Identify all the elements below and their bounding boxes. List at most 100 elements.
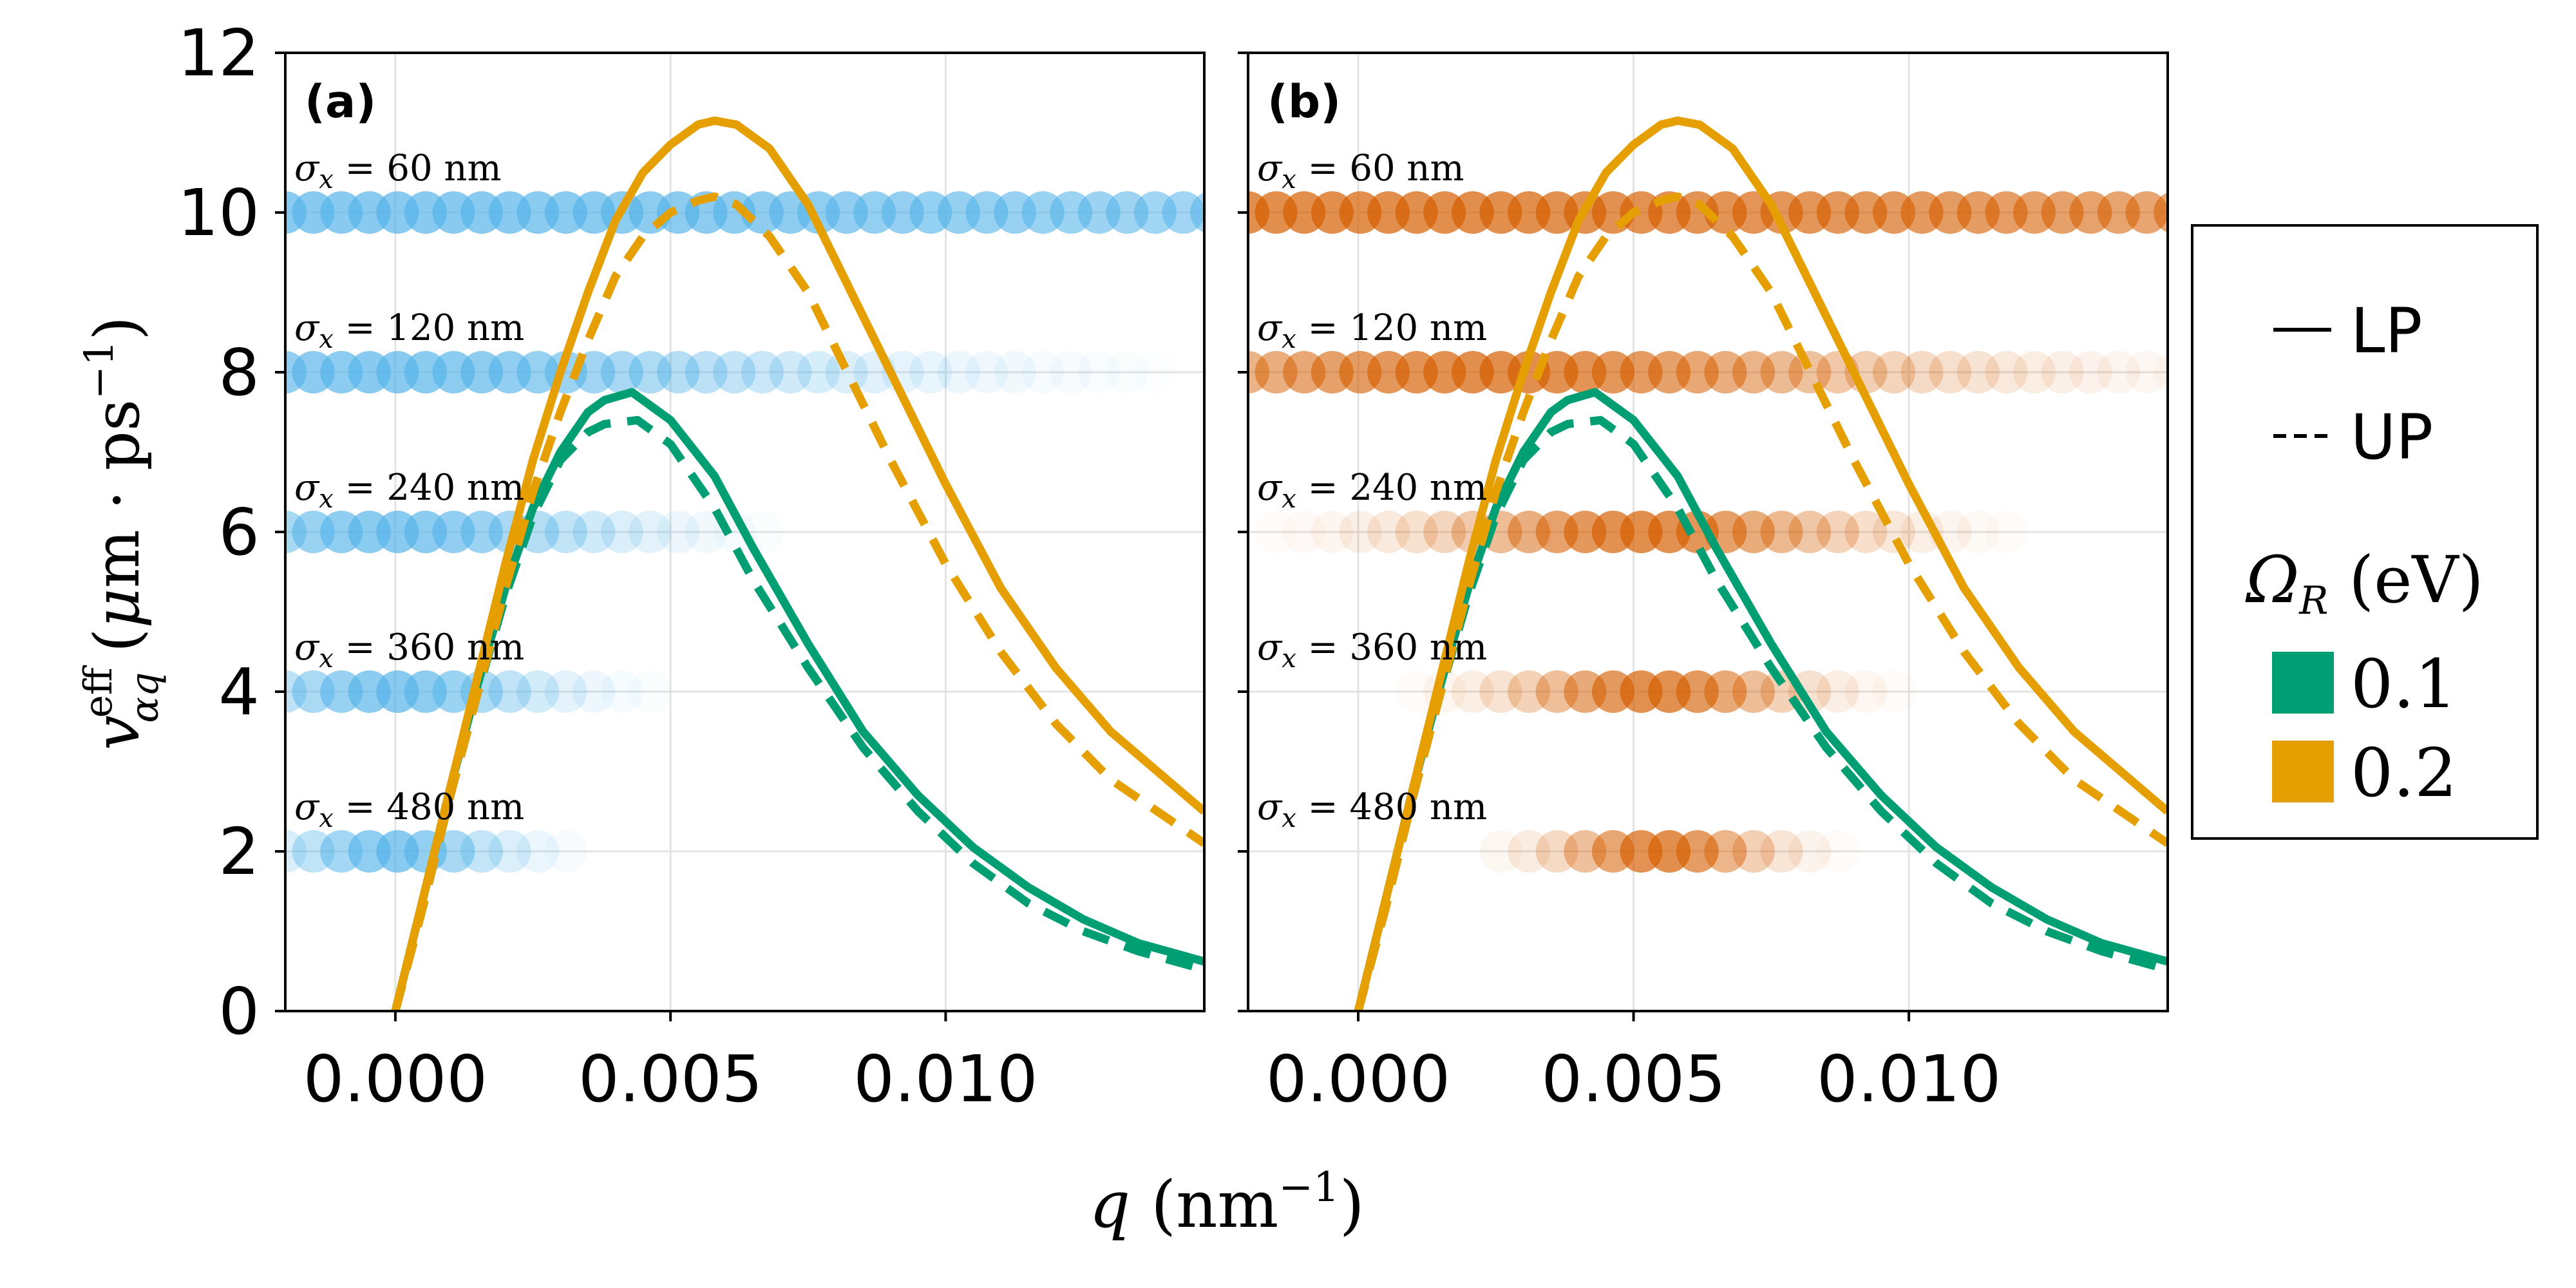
wavepacket-marker xyxy=(1788,830,1832,873)
wavepacket-marker xyxy=(797,351,840,393)
wavepacket-marker xyxy=(657,351,700,393)
wavepacket-marker xyxy=(1704,670,1747,713)
sigma-label: σx = 360 nm xyxy=(294,627,524,674)
wavepacket-marker xyxy=(2154,351,2196,393)
wavepacket-marker xyxy=(573,511,616,553)
wavepacket-marker xyxy=(2154,192,2168,233)
wavepacket-marker xyxy=(1395,511,1438,553)
y-tick-label: 8 xyxy=(218,335,260,410)
wavepacket-marker xyxy=(488,670,531,713)
y-tick-label: 4 xyxy=(218,654,260,730)
wavepacket-marker xyxy=(685,351,728,393)
legend-swatch-0_1 xyxy=(2272,652,2334,714)
curve-up-0_2 xyxy=(391,192,1204,1011)
wavepacket-marker xyxy=(1929,351,1972,393)
wavepacket-marker xyxy=(544,830,587,873)
sigma-label: σx = 120 nm xyxy=(1257,307,1487,354)
wavepacket-marker xyxy=(2041,351,2084,393)
sigma-label: σx = 240 nm xyxy=(1257,467,1487,514)
wavepacket-marker xyxy=(1050,351,1093,393)
wavepacket-marker xyxy=(1508,670,1551,713)
wavepacket-marker xyxy=(769,351,812,393)
wavepacket-marker xyxy=(1732,511,1775,553)
wavepacket-marker xyxy=(937,351,980,393)
wavepacket-marker xyxy=(1900,351,1944,393)
panel-a: σx = 60 nm σx = 120 nm σx = 240 nm σx = 360… xyxy=(178,15,1206,1117)
wavepacket-marker xyxy=(1190,192,1204,233)
wavepacket-marker xyxy=(460,830,504,873)
plot-area xyxy=(1248,116,2196,1011)
wavepacket-marker xyxy=(909,351,952,393)
curve-lp-0_2 xyxy=(1354,116,2168,1011)
legend-swatch-0_2 xyxy=(2272,741,2334,802)
curve-lp-0_2 xyxy=(391,116,1204,1011)
wavepacket-marker xyxy=(2097,351,2140,393)
wavepacket-marker xyxy=(713,351,756,393)
wavepacket-marker xyxy=(1760,351,1803,393)
wavepacket-marker xyxy=(2013,351,2056,393)
panel-label: (a) xyxy=(305,75,376,128)
wavepacket-marker xyxy=(1816,670,1859,713)
sigma-label: σx = 360 nm xyxy=(1257,627,1487,674)
wavepacket-marker xyxy=(544,670,587,713)
x-tick-label: 0.005 xyxy=(578,1041,762,1117)
wavepacket-marker xyxy=(1367,511,1410,553)
wavepacket-marker xyxy=(516,830,560,873)
wavepacket-marker xyxy=(1816,511,1859,553)
wavepacket-marker xyxy=(741,351,784,393)
wavepacket-marker xyxy=(1732,670,1775,713)
sigma-label: σx = 60 nm xyxy=(1257,147,1464,194)
axis-labels: q (nm−1) veffαq (μm · ps−1) xyxy=(75,316,1365,1242)
wavepacket-marker xyxy=(516,670,560,713)
wavepacket-marker xyxy=(1676,830,1719,873)
wavepacket-marker xyxy=(573,670,616,713)
wavepacket-marker xyxy=(600,670,643,713)
curve-up-0_2 xyxy=(1354,192,2168,1011)
wavepacket-marker xyxy=(994,351,1037,393)
wavepacket-marker xyxy=(629,511,672,553)
panel-label: (b) xyxy=(1267,75,1341,128)
wavepacket-marker xyxy=(629,670,672,713)
wavepacket-marker xyxy=(1423,511,1466,553)
wavepacket-marker xyxy=(1704,351,1747,393)
panel-b: σx = 60 nm σx = 120 nm σx = 240 nm σx = 360… xyxy=(1238,52,2196,1117)
sigma-label: σx = 480 nm xyxy=(294,786,524,833)
wavepacket-marker xyxy=(1134,351,1177,393)
x-tick-label: 0.000 xyxy=(303,1041,488,1117)
y-tick-label: 6 xyxy=(218,495,260,570)
legend-label-lp: LP xyxy=(2351,295,2422,367)
wavepacket-marker xyxy=(1339,511,1382,553)
wavepacket-marker xyxy=(1311,511,1354,553)
y-tick-label: 2 xyxy=(218,814,260,889)
wavepacket-marker xyxy=(600,511,643,553)
wavepacket-marker xyxy=(657,511,700,553)
sigma-label: σx = 120 nm xyxy=(294,307,524,354)
sigma-label: σx = 480 nm xyxy=(1257,786,1487,833)
wavepacket-marker xyxy=(432,670,475,713)
y-axis-label: veffαq (μm · ps−1) xyxy=(75,316,167,750)
sigma-label: σx = 60 nm xyxy=(294,147,502,194)
wavepacket-marker xyxy=(1479,830,1522,873)
wavepacket-marker xyxy=(1021,351,1065,393)
wavepacket-marker xyxy=(629,351,672,393)
legend-label-0_1: 0.1 xyxy=(2351,645,2457,723)
wavepacket-marker xyxy=(1535,830,1578,873)
wavepacket-marker xyxy=(1817,830,1859,873)
wavepacket-marker xyxy=(965,351,1009,393)
wavepacket-marker xyxy=(1985,351,2028,393)
wavepacket-marker xyxy=(544,511,587,553)
wavepacket-marker xyxy=(1732,351,1775,393)
x-tick-label: 0.010 xyxy=(1817,1041,2001,1117)
legend-label-0_2: 0.2 xyxy=(2351,734,2457,812)
wavepacket-marker xyxy=(1956,351,2000,393)
wavepacket-marker xyxy=(2125,351,2168,393)
wavepacket-marker xyxy=(1873,351,1916,393)
wavepacket-marker xyxy=(2069,351,2112,393)
y-tick-label: 0 xyxy=(218,974,260,1049)
wavepacket-marker xyxy=(1844,670,1888,713)
wavepacket-marker xyxy=(685,511,728,553)
wavepacket-marker xyxy=(285,830,307,873)
x-tick-label: 0.005 xyxy=(1541,1041,1725,1117)
legend-group-title: ΩR (eV) xyxy=(2245,542,2483,623)
